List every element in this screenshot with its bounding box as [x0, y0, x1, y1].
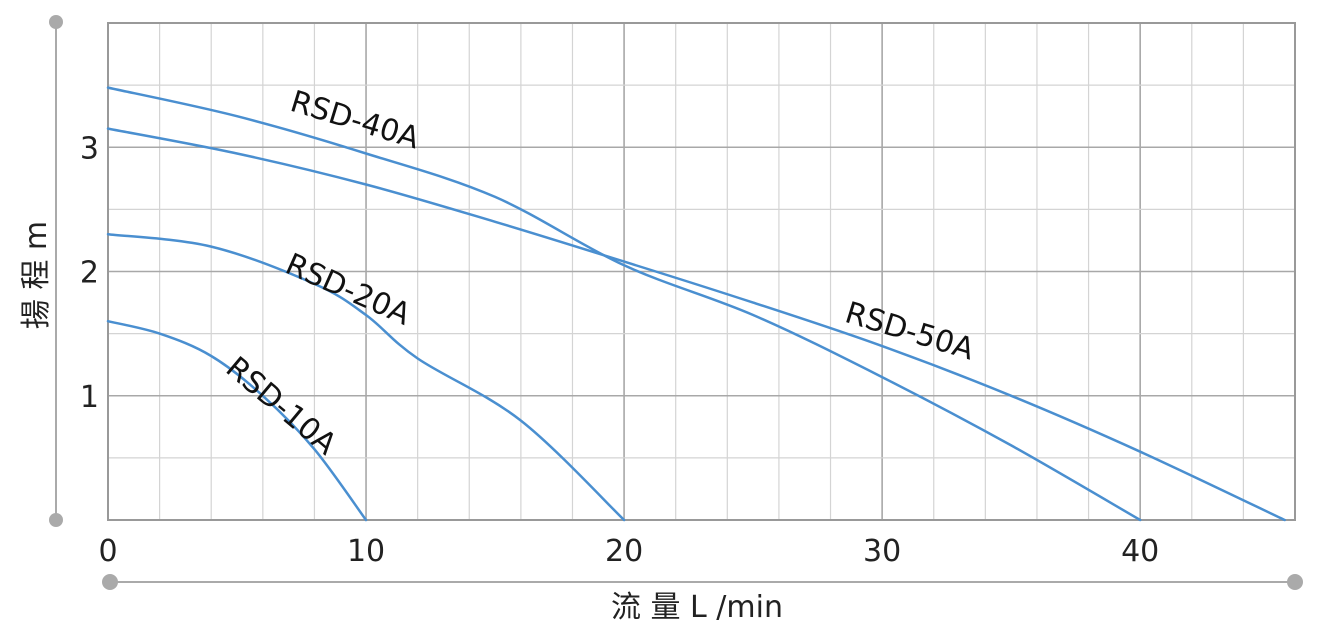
y-tick-label: 1 [80, 380, 99, 415]
y-axis-rail-top-dot [49, 15, 63, 29]
x-tick-label: 0 [98, 534, 117, 569]
x-tick-label: 40 [1121, 534, 1159, 569]
y-tick-label: 3 [80, 131, 99, 166]
series-line-rsd-50a [106, 127, 1286, 522]
x-axis-title: 流 量 L /min [611, 590, 783, 625]
grid [108, 23, 1295, 520]
tick-labels: 0 10 20 30 40 1 2 3 [80, 131, 1159, 569]
series-label-rsd-40a: RSD-40A [286, 84, 423, 156]
x-tick-label: 20 [605, 534, 643, 569]
x-axis-rail-left-dot [102, 574, 118, 590]
series-line-rsd-40a [106, 86, 1142, 522]
x-tick-label: 30 [863, 534, 901, 569]
y-axis-rail-bottom-dot [49, 513, 63, 527]
series-label-rsd-10a: RSD-10A [219, 350, 343, 462]
y-axis-title: 揚 程 m [19, 221, 54, 329]
x-tick-label: 10 [347, 534, 385, 569]
series-label-rsd-20a: RSD-20A [280, 247, 416, 333]
plot-frame [107, 22, 1296, 521]
series-line-rsd-10a [106, 319, 368, 522]
x-axis-rail-right-dot [1287, 574, 1303, 590]
series-line-rsd-20a [106, 232, 626, 522]
y-tick-label: 2 [80, 256, 99, 291]
series-layer [106, 86, 1286, 522]
